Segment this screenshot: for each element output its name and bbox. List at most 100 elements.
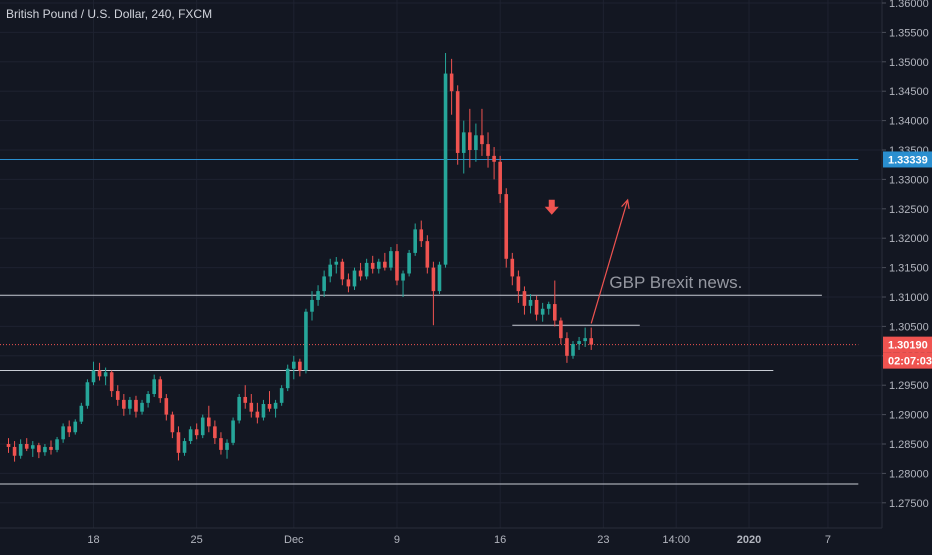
candle-body[interactable] bbox=[395, 251, 399, 281]
candle-body[interactable] bbox=[425, 241, 430, 268]
candle-body[interactable] bbox=[334, 261, 339, 265]
candle-body[interactable] bbox=[443, 73, 448, 265]
candle-body[interactable] bbox=[492, 155, 496, 162]
candle-body[interactable] bbox=[188, 429, 193, 442]
candle-body[interactable] bbox=[516, 276, 521, 292]
countdown-badge[interactable]: 02:07:03 bbox=[888, 356, 932, 368]
candle-body[interactable] bbox=[346, 279, 351, 287]
candle-body[interactable] bbox=[565, 338, 569, 356]
candle-body[interactable] bbox=[358, 270, 363, 277]
candle-body[interactable] bbox=[6, 444, 11, 447]
candle-body[interactable] bbox=[522, 291, 527, 306]
candle-body[interactable] bbox=[146, 394, 150, 403]
candle-body[interactable] bbox=[18, 444, 23, 456]
candle-body[interactable] bbox=[85, 382, 90, 406]
candle-body[interactable] bbox=[498, 161, 502, 195]
candle-body[interactable] bbox=[140, 402, 144, 412]
candle-body[interactable] bbox=[504, 194, 509, 259]
candle-body[interactable] bbox=[12, 446, 17, 456]
candle-body[interactable] bbox=[152, 379, 156, 395]
candle-body[interactable] bbox=[340, 261, 345, 280]
candle-body[interactable] bbox=[480, 135, 484, 145]
candle-body[interactable] bbox=[285, 368, 290, 389]
candle-body[interactable] bbox=[310, 299, 314, 312]
candle-body[interactable] bbox=[237, 396, 241, 421]
candle-body[interactable] bbox=[376, 261, 381, 269]
candle-body[interactable] bbox=[97, 370, 102, 377]
candle-body[interactable] bbox=[176, 432, 181, 453]
candle-body[interactable] bbox=[67, 426, 71, 433]
blue-price-badge[interactable]: 1.33339 bbox=[888, 154, 928, 166]
candle-body[interactable] bbox=[431, 267, 436, 292]
candle-body[interactable] bbox=[43, 446, 47, 453]
candle-body[interactable] bbox=[109, 372, 114, 392]
candle-body[interactable] bbox=[200, 417, 205, 436]
candle-body[interactable] bbox=[486, 144, 490, 156]
candle-body[interactable] bbox=[559, 320, 563, 339]
candle-body[interactable] bbox=[419, 229, 424, 242]
candle-body[interactable] bbox=[370, 262, 375, 269]
candle-body[interactable] bbox=[401, 273, 405, 281]
candle-body[interactable] bbox=[449, 73, 454, 92]
candle-body[interactable] bbox=[55, 439, 59, 450]
candle-body[interactable] bbox=[243, 396, 248, 403]
annotation-text[interactable]: GBP Brexit news. bbox=[609, 273, 742, 292]
candle-body[interactable] bbox=[231, 420, 235, 443]
candle-body[interactable] bbox=[322, 276, 326, 292]
candle-body[interactable] bbox=[115, 391, 120, 400]
candle-body[interactable] bbox=[589, 338, 594, 345]
candle-body[interactable] bbox=[583, 338, 587, 342]
candle-body[interactable] bbox=[553, 304, 557, 321]
candle-body[interactable] bbox=[182, 441, 187, 453]
candle-body[interactable] bbox=[261, 404, 266, 418]
candle-body[interactable] bbox=[134, 399, 138, 412]
candle-body[interactable] bbox=[158, 379, 163, 399]
candle-body[interactable] bbox=[61, 426, 65, 440]
candle-body[interactable] bbox=[389, 251, 393, 268]
candle-body[interactable] bbox=[528, 299, 533, 306]
candle-body[interactable] bbox=[164, 398, 169, 415]
candle-body[interactable] bbox=[279, 388, 284, 403]
arrow-up-line[interactable] bbox=[590, 199, 629, 324]
candle-body[interactable] bbox=[304, 311, 308, 371]
candle-body[interactable] bbox=[103, 372, 108, 377]
candle-body[interactable] bbox=[437, 264, 442, 292]
candle-body[interactable] bbox=[291, 361, 296, 369]
candle-body[interactable] bbox=[474, 135, 478, 150]
candle-body[interactable] bbox=[383, 261, 387, 268]
candle-body[interactable] bbox=[461, 132, 466, 153]
last-price-badge[interactable]: 1.30190 bbox=[888, 340, 928, 352]
candle-body[interactable] bbox=[468, 132, 472, 150]
candle-body[interactable] bbox=[73, 421, 78, 433]
candle-body[interactable] bbox=[364, 262, 369, 277]
candle-body[interactable] bbox=[213, 426, 217, 439]
candle-body[interactable] bbox=[30, 445, 35, 449]
candle-body[interactable] bbox=[225, 442, 229, 450]
candle-body[interactable] bbox=[170, 414, 175, 433]
candle-body[interactable] bbox=[255, 411, 260, 418]
candle-body[interactable] bbox=[328, 264, 333, 277]
candle-body[interactable] bbox=[571, 344, 575, 356]
candle-body[interactable] bbox=[413, 229, 417, 253]
candle-body[interactable] bbox=[510, 258, 515, 277]
candle-body[interactable] bbox=[540, 308, 545, 315]
candle-body[interactable] bbox=[546, 304, 551, 309]
candle-body[interactable] bbox=[37, 445, 41, 453]
candle-body[interactable] bbox=[79, 405, 84, 422]
candle-body[interactable] bbox=[122, 399, 126, 409]
candle-body[interactable] bbox=[91, 370, 96, 383]
candle-body[interactable] bbox=[267, 404, 272, 409]
candle-body[interactable] bbox=[49, 446, 53, 450]
arrow-down-icon[interactable] bbox=[544, 199, 559, 215]
candle-body[interactable] bbox=[316, 291, 320, 300]
candle-body[interactable] bbox=[194, 429, 199, 436]
candle-body[interactable] bbox=[207, 417, 211, 427]
candle-body[interactable] bbox=[298, 361, 302, 371]
candle-body[interactable] bbox=[249, 402, 254, 412]
candle-body[interactable] bbox=[407, 252, 411, 274]
candle-body[interactable] bbox=[352, 270, 357, 287]
candle-body[interactable] bbox=[577, 341, 581, 345]
candle-body[interactable] bbox=[534, 299, 539, 315]
